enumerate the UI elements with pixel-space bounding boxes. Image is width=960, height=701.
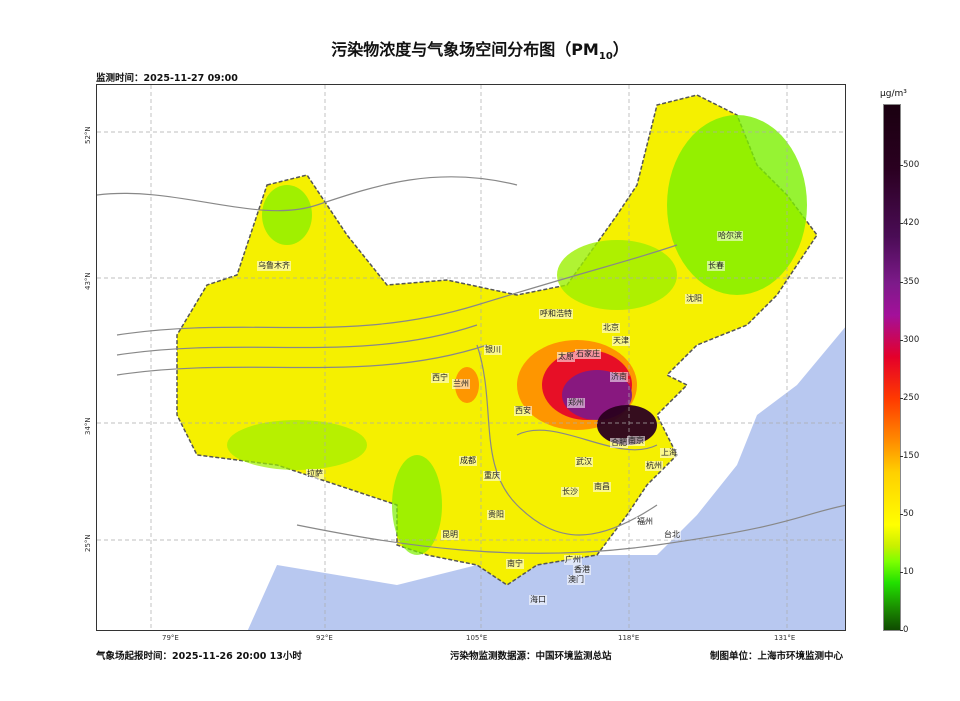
city-label: 呼和浩特 (539, 309, 573, 319)
city-label: 杭州 (645, 461, 663, 471)
colorbar-unit: μg/m³ (880, 89, 907, 99)
city-label: 合肥 (610, 438, 628, 448)
colorbar-tick: 150 (899, 451, 920, 461)
city-label: 郑州 (567, 398, 585, 408)
colorbar (883, 104, 901, 631)
city-label: 乌鲁木齐 (257, 261, 291, 271)
colorbar-tick: 350 (899, 277, 920, 287)
city-label: 上海 (660, 448, 678, 458)
city-label: 贵阳 (487, 510, 505, 520)
lat-label: 25°N (84, 534, 92, 552)
city-label: 石家庄 (575, 349, 601, 359)
observation-time: 监测时间：2025-11-27 09:00 (96, 73, 238, 84)
city-label: 昆明 (441, 530, 459, 540)
lat-label: 34°N (84, 417, 92, 435)
city-label: 太原 (557, 352, 575, 362)
city-label: 南昌 (593, 482, 611, 492)
city-label: 长春 (707, 261, 725, 271)
data-source: 污染物监测数据源：中国环境监测总站 (450, 651, 612, 662)
city-label: 广州 (564, 555, 582, 565)
colorbar-tick: 250 (899, 393, 920, 403)
lon-label: 118°E (618, 634, 640, 642)
city-label: 重庆 (483, 471, 501, 481)
chart-title: 污染物浓度与气象场空间分布图（PM10） (331, 40, 629, 63)
city-label: 澳门 (567, 575, 585, 585)
city-label: 海口 (529, 595, 547, 605)
colorbar-tick: 0 (899, 625, 909, 635)
forecast-time: 气象场起报时间：2025-11-26 20:00 13小时 (96, 651, 302, 662)
colorbar-tick: 500 (899, 160, 920, 170)
colorbar-tick: 300 (899, 335, 920, 345)
city-label: 拉萨 (306, 469, 324, 479)
city-label: 福州 (636, 517, 654, 527)
producer: 制图单位：上海市环境监测中心 (710, 651, 844, 662)
city-label: 成都 (459, 456, 477, 466)
lon-label: 105°E (466, 634, 488, 642)
city-label: 西安 (514, 406, 532, 416)
city-label: 南宁 (506, 559, 524, 569)
lon-label: 92°E (316, 634, 333, 642)
city-label: 北京 (602, 323, 620, 333)
map-svg (97, 85, 845, 630)
city-label: 银川 (484, 345, 502, 355)
city-label: 武汉 (575, 457, 593, 467)
lat-label: 43°N (84, 272, 92, 290)
city-label: 台北 (663, 530, 681, 540)
lat-label: 52°N (84, 126, 92, 144)
city-label: 南京 (627, 436, 645, 446)
map-panel: 乌鲁木齐 哈尔滨 长春 沈阳 呼和浩特 北京 天津 银川 太原 石家庄 济南 西… (96, 84, 846, 631)
colorbar-tick: 10 (900, 567, 914, 577)
colorbar-tick: 420 (899, 218, 920, 228)
city-label: 天津 (612, 336, 630, 346)
colorbar-tick: 50 (900, 509, 914, 519)
city-label: 沈阳 (685, 294, 703, 304)
lon-label: 131°E (774, 634, 796, 642)
city-label: 西宁 (431, 373, 449, 383)
city-label: 长沙 (561, 487, 579, 497)
sea-south (247, 555, 657, 630)
city-label: 哈尔滨 (717, 231, 743, 241)
city-label: 香港 (573, 565, 591, 575)
city-label: 济南 (610, 372, 628, 382)
lon-label: 79°E (162, 634, 179, 642)
city-label: 兰州 (452, 379, 470, 389)
sea-east (657, 327, 845, 630)
